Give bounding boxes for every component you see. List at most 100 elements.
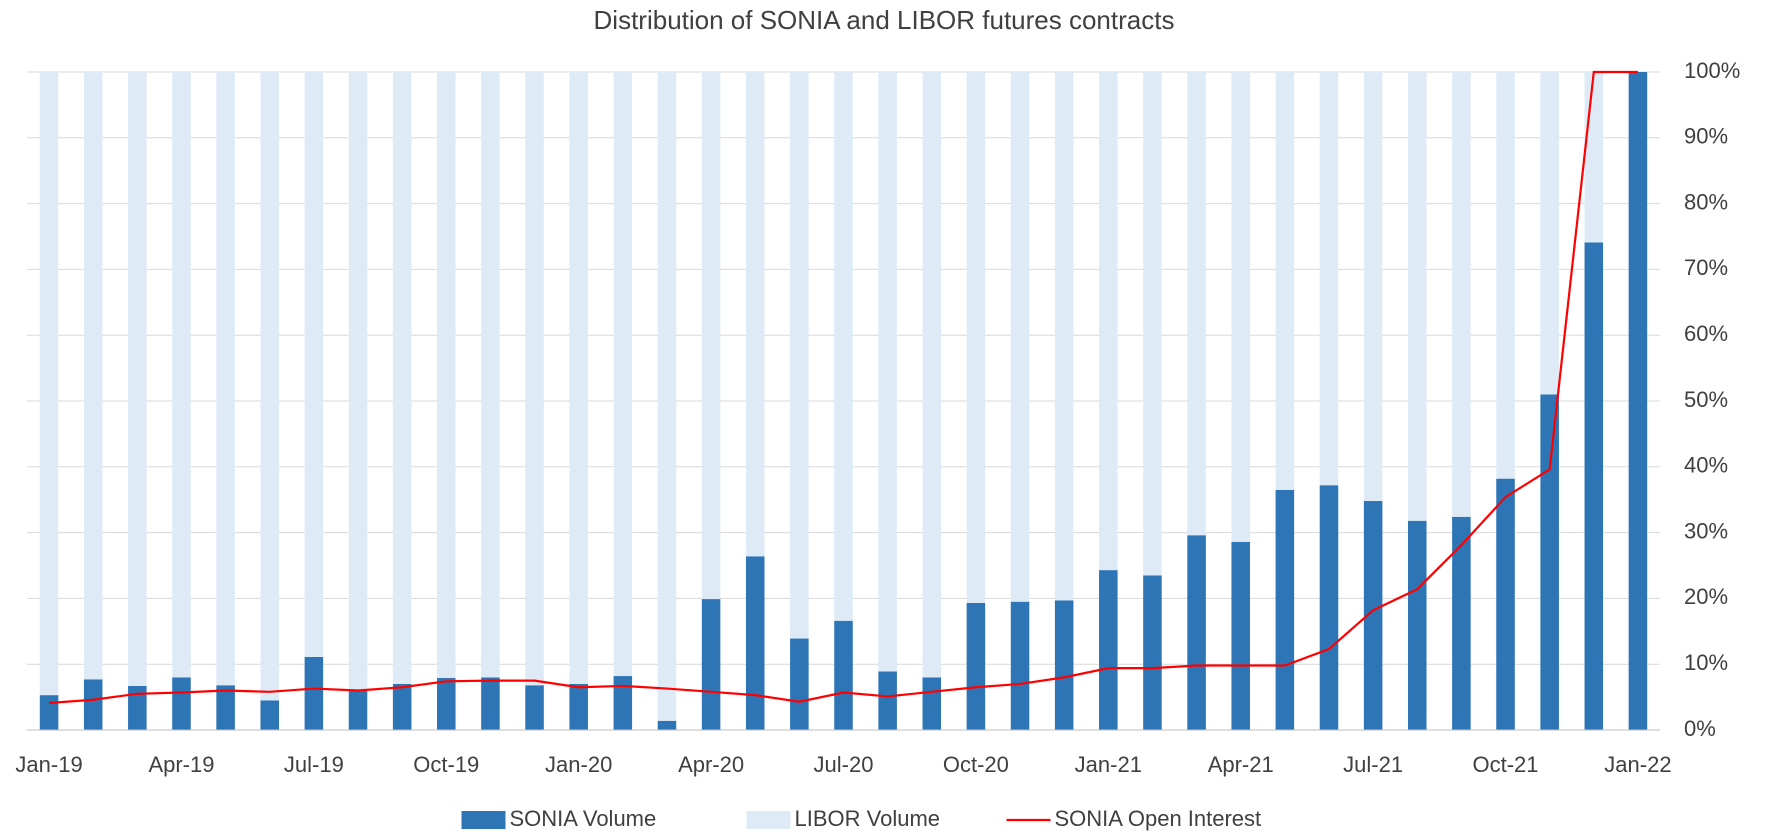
y-tick-label: 100% bbox=[1684, 58, 1740, 83]
bar bbox=[481, 677, 500, 730]
bar bbox=[83, 679, 103, 730]
bar bbox=[304, 656, 324, 730]
bar bbox=[1584, 242, 1604, 730]
y-tick-label: 0% bbox=[1684, 716, 1716, 741]
bar bbox=[39, 72, 59, 696]
bar bbox=[1319, 485, 1339, 730]
bar bbox=[745, 556, 765, 730]
x-tick-label: Jan-21 bbox=[1075, 752, 1142, 777]
bar bbox=[834, 620, 853, 730]
x-tick-label: Jul-21 bbox=[1343, 752, 1403, 777]
x-tick-label: Jan-20 bbox=[545, 752, 612, 777]
bar bbox=[1496, 478, 1515, 730]
bar bbox=[481, 72, 500, 678]
bar bbox=[392, 72, 412, 684]
bar bbox=[525, 72, 544, 686]
bar bbox=[1010, 601, 1030, 730]
bar bbox=[878, 671, 897, 730]
legend-label: SONIA Volume bbox=[510, 806, 657, 831]
legend-swatch bbox=[461, 811, 506, 829]
x-tick-label: Oct-20 bbox=[943, 752, 1009, 777]
bar bbox=[392, 683, 412, 730]
line bbox=[48, 70, 1638, 705]
bar bbox=[216, 685, 235, 730]
bar bbox=[1275, 489, 1295, 730]
bar bbox=[1099, 570, 1118, 730]
bar bbox=[1054, 600, 1074, 730]
bar bbox=[966, 603, 986, 730]
x-tick-label: Apr-21 bbox=[1208, 752, 1274, 777]
bar bbox=[437, 72, 456, 679]
bar bbox=[1363, 72, 1383, 502]
bar bbox=[1099, 72, 1118, 571]
bar bbox=[834, 72, 853, 621]
bar bbox=[1407, 72, 1427, 521]
bar bbox=[437, 678, 456, 730]
y-tick-label: 20% bbox=[1684, 584, 1728, 609]
bar bbox=[128, 72, 147, 686]
bar bbox=[83, 72, 103, 680]
bar bbox=[1496, 72, 1515, 479]
bar bbox=[745, 72, 765, 557]
x-tick-label: Jul-20 bbox=[814, 752, 874, 777]
y-tick-label: 60% bbox=[1684, 321, 1728, 346]
bar bbox=[922, 72, 942, 678]
y-tick-label: 40% bbox=[1684, 453, 1728, 478]
bar bbox=[1275, 72, 1295, 490]
x-tick-label: Apr-19 bbox=[148, 752, 214, 777]
bar bbox=[172, 72, 191, 678]
bar bbox=[1187, 535, 1206, 730]
x-tick-label: Oct-19 bbox=[413, 752, 479, 777]
bar bbox=[260, 700, 280, 730]
bar bbox=[1363, 501, 1383, 730]
legend-label: LIBOR Volume bbox=[795, 806, 941, 831]
bar bbox=[1231, 72, 1250, 542]
x-tick-label: Jan-19 bbox=[15, 752, 82, 777]
y-tick-label: 10% bbox=[1684, 650, 1728, 675]
bar bbox=[1187, 72, 1206, 536]
legend-label: SONIA Open Interest bbox=[1055, 806, 1262, 831]
bar bbox=[1010, 72, 1030, 602]
y-tick-label: 70% bbox=[1684, 255, 1728, 280]
bar bbox=[966, 72, 986, 604]
bar bbox=[216, 72, 235, 686]
bar bbox=[657, 72, 677, 721]
bar bbox=[701, 72, 721, 600]
bar bbox=[1143, 575, 1162, 730]
bar bbox=[701, 599, 721, 730]
x-tick-label: Apr-20 bbox=[678, 752, 744, 777]
bar bbox=[1628, 72, 1648, 730]
x-tick-label: Jan-22 bbox=[1604, 752, 1671, 777]
bar bbox=[128, 685, 147, 730]
bar bbox=[39, 695, 59, 730]
bar bbox=[569, 683, 588, 730]
legend-swatch bbox=[746, 811, 791, 829]
bar bbox=[172, 677, 191, 730]
y-tick-label: 90% bbox=[1684, 124, 1728, 149]
bar bbox=[1540, 72, 1559, 395]
bar bbox=[613, 676, 633, 730]
y-tick-label: 30% bbox=[1684, 518, 1728, 543]
bar bbox=[1584, 72, 1604, 243]
bar bbox=[348, 690, 368, 730]
bar bbox=[1540, 394, 1559, 730]
bar bbox=[304, 72, 324, 657]
chart-title: Distribution of SONIA and LIBOR futures … bbox=[594, 5, 1175, 35]
bar bbox=[1407, 520, 1427, 730]
bar bbox=[922, 677, 942, 730]
bar bbox=[260, 72, 280, 701]
bar bbox=[790, 72, 809, 639]
bar bbox=[1452, 72, 1471, 517]
bar bbox=[1452, 516, 1471, 730]
bar bbox=[1054, 72, 1074, 601]
bar bbox=[569, 72, 588, 684]
x-tick-label: Jul-19 bbox=[284, 752, 344, 777]
bar bbox=[878, 72, 897, 672]
bar bbox=[657, 720, 677, 730]
bar bbox=[1231, 541, 1250, 730]
bar bbox=[613, 72, 633, 677]
bar bbox=[525, 685, 544, 730]
bar bbox=[1319, 72, 1339, 486]
bar bbox=[348, 72, 368, 691]
